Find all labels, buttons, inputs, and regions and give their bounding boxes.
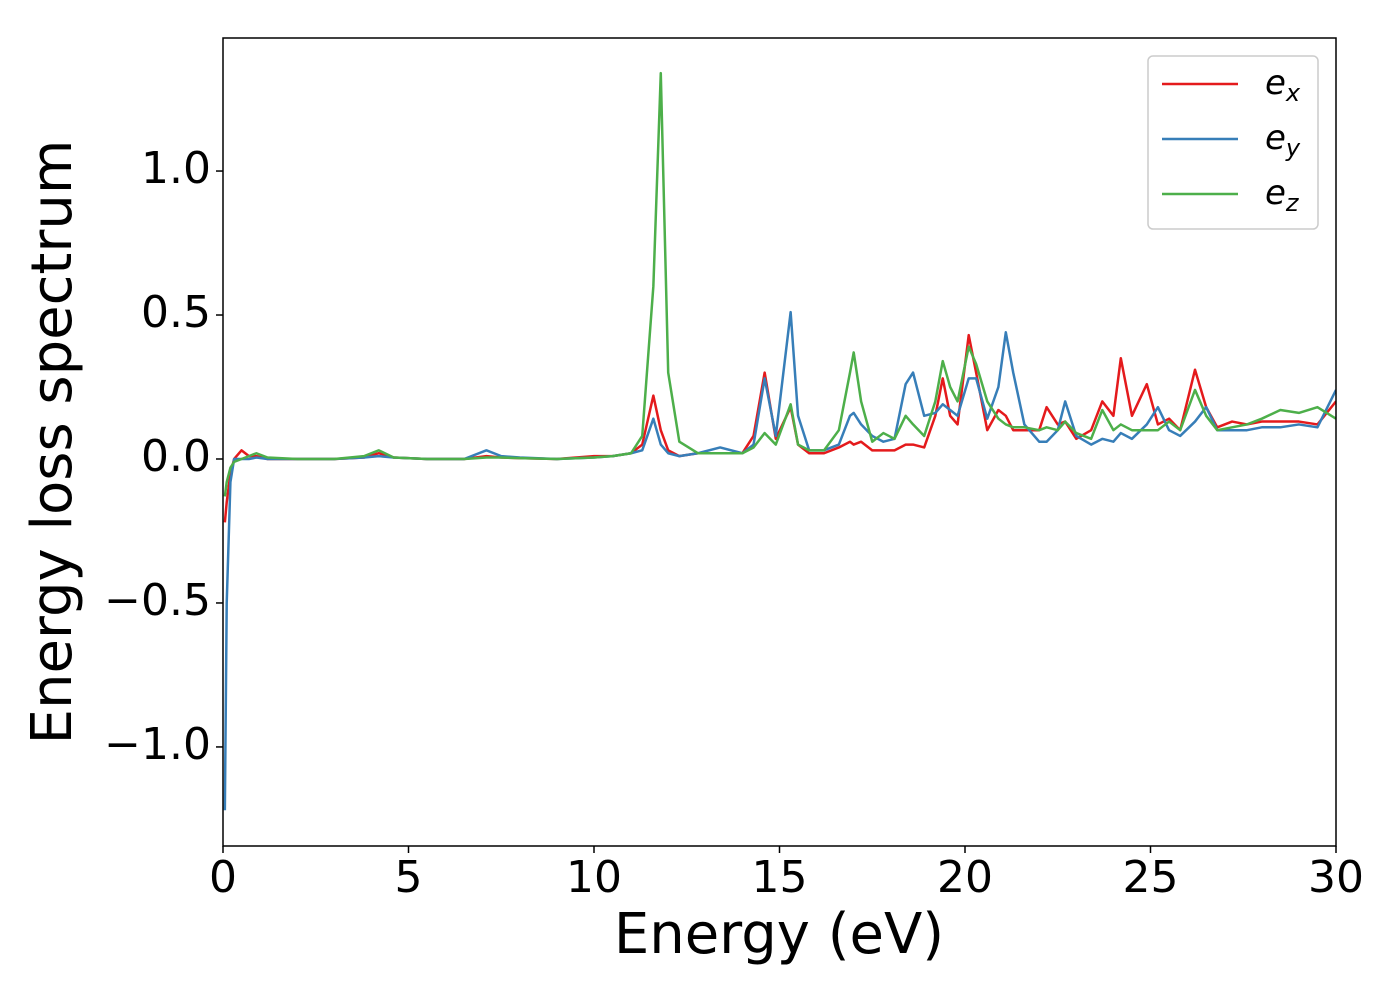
x-axis-label: Energy (eV): [614, 902, 944, 967]
legend-label: ex: [1265, 63, 1301, 108]
x-tick-label: 25: [1123, 852, 1179, 903]
y-axis-label: Energy loss spectrum: [20, 140, 85, 745]
plot-frame: [222, 37, 1337, 847]
y-tick-label: −1.0: [104, 719, 211, 770]
legend-box: [1147, 55, 1319, 230]
x-tick-label: 30: [1308, 852, 1364, 903]
y-tick-label: 0.0: [141, 431, 211, 482]
legend: ex ey ez: [1147, 55, 1319, 230]
x-tick-label: 15: [752, 852, 808, 903]
y-tick-label: 0.5: [141, 287, 211, 338]
x-tick-label: 5: [395, 852, 423, 903]
plot-lines: [223, 71, 1336, 811]
legend-label: ez: [1265, 173, 1300, 218]
y-tick-label: 1.0: [141, 143, 211, 194]
x-tick-label: 20: [937, 852, 993, 903]
series-line: [223, 71, 1336, 497]
x-tick-label: 0: [209, 852, 237, 903]
y-tick-label: −0.5: [104, 575, 211, 626]
legend-label: ey: [1265, 118, 1301, 163]
x-tick-label: 10: [566, 852, 622, 903]
